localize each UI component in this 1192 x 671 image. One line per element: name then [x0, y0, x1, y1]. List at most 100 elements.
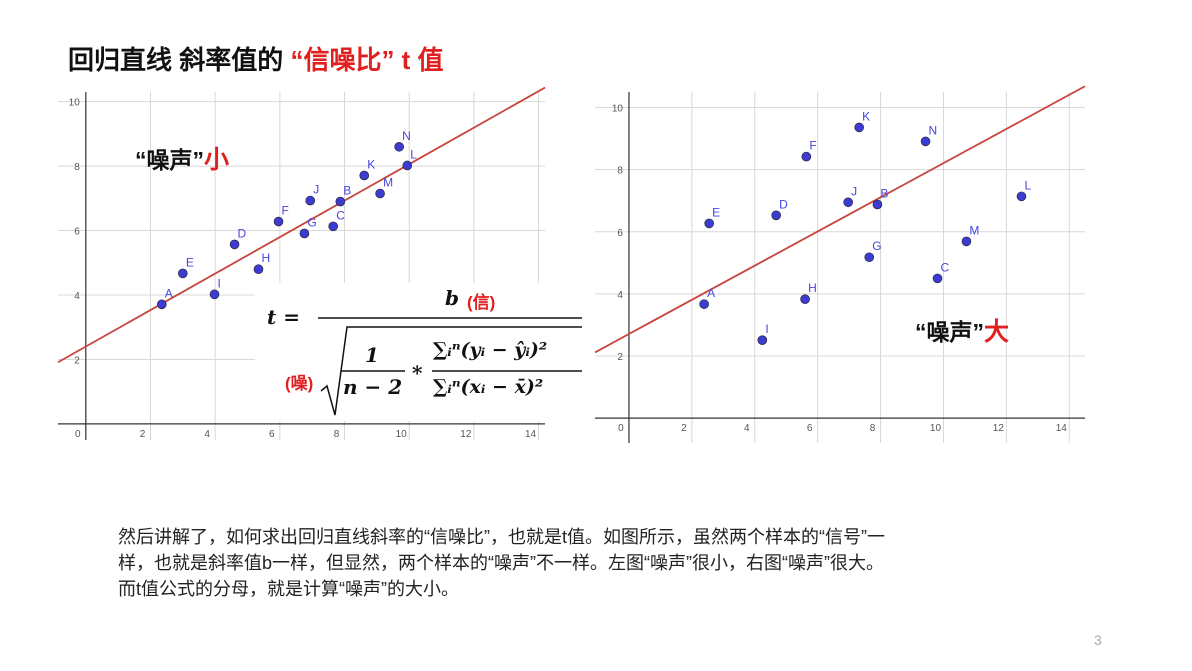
point-label: D: [238, 226, 247, 240]
annotation: “噪声”: [915, 319, 984, 345]
data-point: [394, 141, 404, 152]
x-tick-label: 2: [681, 423, 687, 434]
data-point: [699, 299, 709, 309]
x-tick-label: 4: [744, 423, 750, 434]
data-point: [273, 216, 284, 227]
formula: t = b (信) (噪) 1 n − 2 * ∑ᵢⁿ(yᵢ − ŷᵢ)² ∑ᵢ…: [255, 283, 585, 421]
formula-numerator: b: [445, 286, 459, 310]
x-tick-label: 6: [807, 423, 813, 434]
x-tick-label: 0: [618, 423, 624, 434]
data-point: [854, 122, 864, 133]
y-tick-label: 4: [617, 290, 623, 301]
x-tick-label: 10: [396, 429, 408, 440]
y-tick-label: 2: [74, 355, 80, 366]
sqrt-sign: [320, 326, 582, 416]
x-tick-label: 8: [334, 429, 340, 440]
annotation: “噪声”: [135, 147, 204, 173]
data-point: [920, 136, 931, 147]
paragraph-line: 然后讲解了，如何求出回归直线斜率的“信噪比”，也就是t值。如图所示，虽然两个样本…: [118, 527, 885, 547]
page-number: 3: [1094, 632, 1102, 648]
point-label: H: [808, 281, 817, 295]
x-tick-label: 4: [204, 429, 210, 440]
annotation-emphasis: 小: [204, 146, 230, 174]
annotation: “噪声”大: [915, 312, 1009, 348]
paragraph-line: 样，也就是斜率值b一样，但显然，两个样本的“噪声”不一样。左图“噪声”很小，右图…: [118, 553, 884, 573]
x-tick-label: 14: [525, 429, 537, 440]
x-tick-label: 10: [930, 423, 942, 434]
data-point: [704, 218, 714, 229]
y-tick-label: 2: [617, 352, 623, 363]
point-label: C: [336, 208, 345, 222]
point-label: A: [165, 286, 173, 300]
formula-note: (噪): [285, 374, 314, 393]
data-point: [843, 197, 853, 208]
data-point: [800, 294, 810, 304]
data-point: [757, 335, 768, 345]
x-tick-label: 0: [75, 429, 81, 440]
x-tick-label: 12: [993, 423, 1005, 434]
y-tick-label: 6: [617, 228, 623, 239]
slide-title: 回归直线 斜率值的 “信噪比” t 值: [68, 40, 444, 77]
point-label: B: [343, 184, 351, 198]
x-tick-label: 6: [269, 429, 275, 440]
title-text: 回归直线 斜率值的: [68, 45, 291, 75]
data-point: [328, 221, 338, 232]
point-label: M: [969, 223, 979, 237]
x-tick-label: 12: [460, 429, 472, 440]
data-point: [375, 188, 385, 199]
point-label: I: [218, 276, 221, 290]
point-label: L: [410, 147, 417, 161]
data-point: [402, 160, 413, 171]
point-label: F: [809, 139, 816, 153]
x-tick-label: 2: [140, 429, 146, 440]
data-point: [229, 239, 240, 250]
data-point: [157, 299, 167, 310]
data-point: [359, 170, 370, 181]
y-tick-label: 4: [74, 291, 80, 302]
point-label: C: [940, 260, 949, 274]
formula-term: n − 2: [343, 375, 403, 399]
y-tick-label: 6: [74, 227, 80, 238]
y-tick-label: 8: [74, 162, 80, 173]
title-emphasis: “信噪比” t 值: [290, 45, 444, 75]
y-tick-label: 10: [612, 104, 624, 115]
point-label: A: [707, 286, 715, 300]
y-tick-label: 8: [617, 166, 623, 177]
trend-line: [57, 86, 546, 364]
annotation-emphasis: 大: [984, 318, 1010, 346]
point-label: G: [872, 239, 881, 253]
point-label: F: [282, 204, 289, 218]
formula-term: 1: [365, 343, 379, 367]
point-label: N: [402, 129, 411, 143]
formula-term: *: [412, 361, 423, 385]
point-label: N: [929, 123, 938, 137]
data-point: [299, 228, 310, 239]
data-point: [961, 236, 972, 247]
data-point: [771, 210, 781, 221]
point-label: G: [307, 215, 316, 229]
formula-lines: [318, 317, 582, 416]
point-label: E: [186, 255, 194, 269]
trend-line: [594, 85, 1086, 354]
data-point: [305, 195, 316, 206]
point-label: D: [779, 197, 788, 211]
x-tick-label: 14: [1056, 423, 1068, 434]
data-point: [178, 268, 188, 279]
data-point: [932, 273, 943, 284]
data-point: [864, 252, 875, 263]
point-label: B: [880, 186, 888, 200]
formula-term: ∑ᵢⁿ(xᵢ − x̄)²: [433, 376, 544, 398]
paragraph-line: 而t值公式的分母，就是计算“噪声”的大小。: [118, 579, 459, 599]
point-label: L: [1024, 178, 1031, 192]
x-tick-label: 8: [870, 423, 876, 434]
annotation: “噪声”小: [135, 140, 229, 176]
data-point: [872, 199, 883, 210]
point-label: I: [765, 322, 768, 336]
point-label: K: [367, 157, 375, 171]
data-point: [335, 196, 346, 207]
formula-lhs: t =: [267, 305, 300, 329]
data-point: [253, 264, 264, 275]
y-tick-label: 10: [69, 98, 81, 109]
point-label: J: [313, 183, 319, 197]
